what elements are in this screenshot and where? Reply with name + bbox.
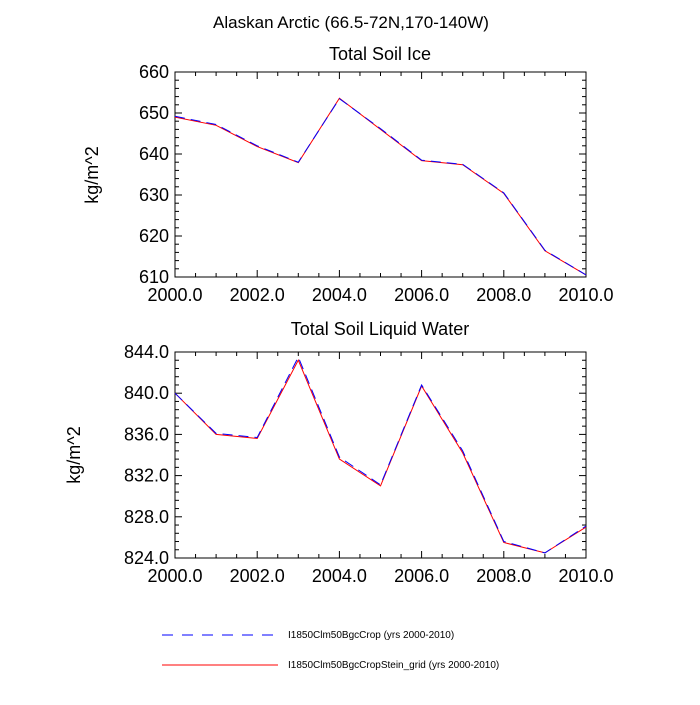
y-tick-label: 650 [139,103,169,123]
legend-label-crop: I1850Clm50BgcCrop (yrs 2000-2010) [288,630,454,641]
y-tick-label: 630 [139,185,169,205]
chart-panel-total-soil-ice: Total Soil Ice kg/m^2 2000.0 2002.0 2004.0… [82,44,614,305]
x-tick-label: 2000.0 [147,566,202,586]
x-tick-label: 2006.0 [394,285,449,305]
y-tick-label: 832.0 [124,466,169,486]
y-axis-label: kg/m^2 [82,146,102,203]
y-tick-label: 620 [139,226,169,246]
chart-title: Total Soil Ice [329,44,431,64]
x-tick-label: 2002.0 [230,566,285,586]
y-tick-label: 840.0 [124,383,169,403]
x-tick-label: 2010.0 [558,566,613,586]
chart-panel-total-soil-liquid-water: Total Soil Liquid Water kg/m^2 2000.0 200… [64,319,614,586]
x-tick-label: 2008.0 [476,566,531,586]
series-line-stein-grid [174,97,587,276]
x-tick-label: 2006.0 [394,566,449,586]
y-tick-label: 610 [139,267,169,287]
series-line-crop [174,97,587,276]
chart-title: Total Soil Liquid Water [291,319,469,339]
series-line-stein-grid [174,359,587,554]
x-tick-label: 2004.0 [312,285,367,305]
y-tick-label: 660 [139,62,169,82]
x-tick-label: 2002.0 [230,285,285,305]
figure-title: Alaskan Arctic (66.5-72N,170-140W) [213,13,489,32]
legend-label-stein-grid: I1850Clm50BgcCropStein_grid (yrs 2000-20… [288,660,499,671]
y-tick-label: 836.0 [124,424,169,444]
series-line-crop [174,355,587,554]
x-tick-label: 2000.0 [147,285,202,305]
y-tick-label: 844.0 [124,342,169,362]
y-tick-label: 824.0 [124,548,169,568]
y-tick-label: 640 [139,144,169,164]
y-tick-label: 828.0 [124,507,169,527]
x-tick-label: 2004.0 [312,566,367,586]
legend: I1850Clm50BgcCrop (yrs 2000-2010) I1850C… [162,630,499,671]
x-tick-label: 2008.0 [476,285,531,305]
y-axis-label: kg/m^2 [64,426,84,483]
x-tick-label: 2010.0 [558,285,613,305]
